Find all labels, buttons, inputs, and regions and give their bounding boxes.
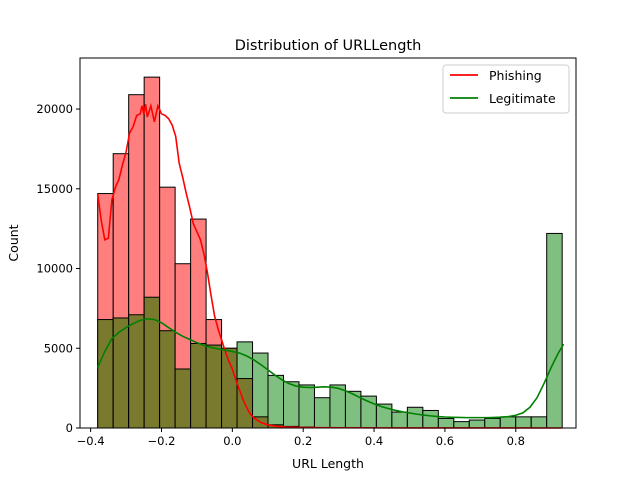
bar-legitimate-27 — [515, 416, 532, 429]
bar-legitimate-11 — [267, 374, 285, 429]
chart-title: Distribution of URLLength — [235, 38, 422, 54]
bar-legitimate-22 — [437, 417, 455, 429]
y-tick-label: 0 — [66, 421, 73, 435]
bar-overlap-0 — [97, 319, 114, 429]
kde-line-legitimate — [96, 317, 565, 419]
x-tick-label: 0.6 — [436, 434, 454, 448]
x-axis-ticks: −0.4 −0.2 0.0 0.2 0.4 0.6 0.8 — [77, 428, 525, 448]
bar-legitimate-24 — [468, 419, 486, 429]
x-tick-label: −0.2 — [148, 434, 176, 448]
legend-legitimate-label: Legitimate — [489, 91, 556, 106]
y-tick-label: 20000 — [36, 102, 73, 116]
bar-overlap-4 — [159, 330, 176, 429]
y-axis-ticks: 0 5000 10000 15000 20000 — [36, 102, 80, 435]
bar-legitimate-12 — [283, 381, 300, 429]
kde-line-phishing — [96, 102, 562, 429]
y-axis-label: Count — [6, 224, 21, 261]
x-tick-label: 0.4 — [365, 434, 383, 448]
x-axis-label: URL Length — [292, 456, 364, 471]
y-tick-label: 15000 — [36, 182, 73, 196]
x-tick-label: −0.4 — [77, 434, 105, 448]
y-tick-label: 10000 — [36, 262, 73, 276]
bar-legitimate-26 — [499, 416, 517, 429]
y-tick-label: 5000 — [44, 341, 73, 355]
bar-legitimate-13 — [298, 384, 315, 429]
legend-box — [442, 64, 570, 114]
kde-layer — [96, 102, 565, 429]
bar-overlap-3 — [143, 296, 161, 429]
x-tick-label: 0.2 — [294, 434, 312, 448]
bar-legitimate-25 — [484, 417, 501, 429]
bar-legitimate-19 — [391, 411, 408, 429]
bar-legitimate-29 — [546, 232, 563, 429]
x-tick-label: 0.8 — [507, 434, 525, 448]
legend: Phishing Legitimate — [442, 64, 570, 114]
plot-frame — [79, 57, 577, 429]
bar-overlap-5 — [174, 368, 192, 429]
legend-phishing-label: Phishing — [489, 68, 542, 83]
bar-legitimate-21 — [422, 409, 439, 429]
bar-overlap-6 — [190, 342, 207, 429]
bar-legitimate-20 — [406, 406, 424, 429]
x-tick-label: 0.0 — [223, 434, 241, 448]
bar-legitimate-14 — [313, 397, 331, 429]
bar-legitimate-28 — [530, 416, 548, 429]
bar-overlap-7 — [205, 344, 223, 429]
bar-legitimate-15 — [329, 384, 346, 429]
bar-overlap-2 — [128, 314, 145, 429]
bar-legitimate-23 — [453, 421, 470, 429]
